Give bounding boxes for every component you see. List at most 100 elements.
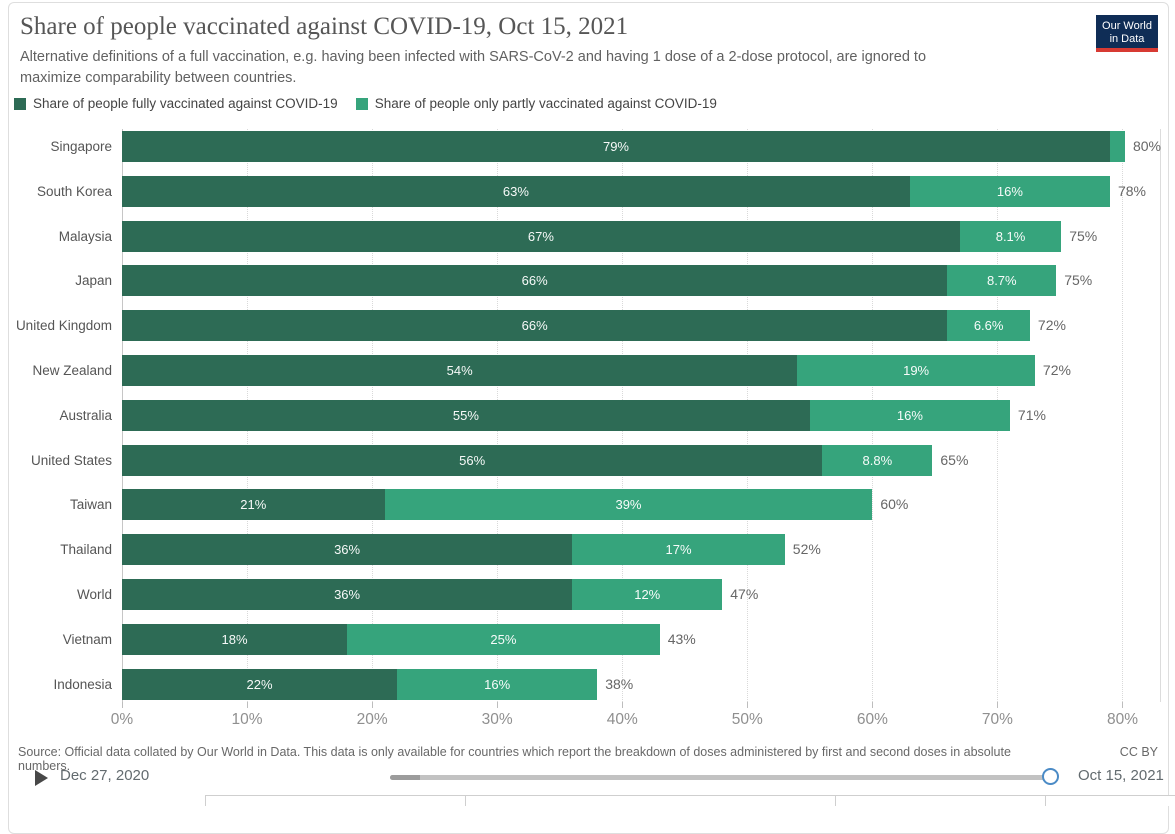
total-value-label: 75% <box>1069 227 1098 244</box>
segment-value-label: 19% <box>903 363 930 378</box>
bar-segment-fully[interactable]: 36% <box>122 534 573 566</box>
country-label[interactable]: Malaysia <box>58 228 112 244</box>
owid-logo[interactable]: Our World in Data <box>1096 15 1158 52</box>
bar-segment-partly[interactable]: 17% <box>572 534 785 566</box>
legend-item-partly-vaccinated[interactable]: Share of people only partly vaccinated a… <box>355 96 717 111</box>
bar-segment-partly[interactable]: 16% <box>397 668 598 700</box>
timeline-slider-track[interactable] <box>390 775 1048 780</box>
bar-segment-fully[interactable]: 79% <box>122 131 1110 162</box>
country-label[interactable]: Taiwan <box>69 497 112 513</box>
bar-row[interactable]: Australia 55% 16% 71% <box>59 399 1046 431</box>
segment-value-label: 8.1% <box>995 228 1026 244</box>
bar-segment-fully[interactable]: 18% <box>122 623 348 655</box>
bar-row[interactable]: World 36% 12% 47% <box>77 579 759 610</box>
country-label[interactable]: New Zealand <box>32 363 112 378</box>
x-tick-mark <box>122 702 123 708</box>
owid-logo-line2: in Data <box>1109 33 1145 45</box>
x-tick-label: 10% <box>231 711 263 728</box>
bar-segment-fully[interactable]: 66% <box>122 265 948 297</box>
x-tick-mark <box>247 702 249 708</box>
segment-value-label: 36% <box>334 587 361 602</box>
country-label[interactable]: Japan <box>75 273 112 289</box>
play-icon[interactable] <box>35 770 48 786</box>
bar-segment-fully[interactable]: 54% <box>122 355 798 386</box>
owid-logo-line1: Our World <box>1102 20 1152 32</box>
bar-segment-partly[interactable]: 19% <box>797 355 1035 386</box>
country-label[interactable]: Vietnam <box>62 631 112 647</box>
country-label[interactable]: United States <box>30 452 112 468</box>
segment-value-label: 66% <box>521 273 548 289</box>
timeline-slider-handle[interactable] <box>1042 768 1059 785</box>
bar-row[interactable]: United States 56% 8.8% 65% <box>31 444 968 476</box>
table-cell <box>1045 796 1175 806</box>
segment-value-label: 79% <box>602 139 629 154</box>
total-value-label: 38% <box>605 675 634 692</box>
country-label[interactable]: Singapore <box>50 139 112 154</box>
country-label[interactable]: Australia <box>59 407 112 423</box>
segment-value-label: 16% <box>484 676 511 692</box>
bar-segment-partly[interactable]: 8.7% <box>947 265 1057 297</box>
bar-segment-fully[interactable]: 56% <box>122 444 823 476</box>
bar-segment-partly[interactable]: 16% <box>809 399 1010 431</box>
country-label[interactable]: Thailand <box>60 542 112 558</box>
total-value-label: 60% <box>880 496 909 513</box>
segment-value-label: 66% <box>521 318 548 334</box>
bar-row[interactable]: Japan 66% 8.7% 75% <box>75 265 1092 297</box>
segment-value-label: 55% <box>452 407 479 423</box>
segment-value-label: 25% <box>490 631 517 647</box>
legend-label: Share of people fully vaccinated against… <box>33 96 338 111</box>
bar-row[interactable]: United Kingdom 66% 6.6% 72% <box>16 310 1066 342</box>
x-tick-label: 20% <box>356 711 388 728</box>
segment-value-label: 8.7% <box>986 273 1017 289</box>
bar-segment-fully[interactable]: 67% <box>122 220 960 252</box>
bar-row[interactable]: South Korea 63% 16% 78% <box>37 175 1146 207</box>
bar-row[interactable]: Thailand 36% 17% 52% <box>60 534 821 566</box>
bar-segment-fully[interactable]: 63% <box>122 175 910 207</box>
country-label[interactable]: United Kingdom <box>15 318 112 334</box>
bar-segment-partly[interactable]: 39% <box>384 489 873 521</box>
bar-segment-fully[interactable]: 21% <box>122 489 385 521</box>
country-label[interactable]: South Korea <box>36 183 112 199</box>
segment-value-label: 22% <box>246 676 273 692</box>
table-cell <box>835 796 1045 806</box>
bar-row[interactable]: Vietnam 18% 25% 43% <box>63 623 696 655</box>
timeline: Dec 27, 2020 Oct 15, 2021 <box>0 763 1175 793</box>
gridline <box>1122 129 1124 702</box>
owid-logo-accent-bar <box>1096 48 1158 52</box>
x-tick-label: 60% <box>856 711 888 728</box>
bar-row[interactable]: Indonesia 22% 16% 38% <box>53 668 634 700</box>
bar-segment-partly[interactable]: 12% <box>572 579 723 610</box>
license-link[interactable]: CC BY <box>1119 745 1158 759</box>
segment-value-label: 67% <box>527 228 554 244</box>
segment-value-label: 63% <box>502 183 529 199</box>
bar-row[interactable]: New Zealand 54% 19% 72% <box>32 355 1071 386</box>
bar-segment-fully[interactable]: 66% <box>122 310 948 342</box>
bar-row[interactable]: Taiwan 21% 39% 60% <box>70 489 909 521</box>
bar-segment-fully[interactable]: 36% <box>122 579 573 610</box>
legend-swatch-fully-icon <box>14 97 26 110</box>
bar-segment-fully[interactable]: 55% <box>122 399 810 431</box>
segment-value-label: 16% <box>896 407 923 423</box>
segment-value-label: 6.6% <box>973 318 1004 334</box>
bar-segment-partly[interactable]: 8.1% <box>959 220 1062 252</box>
bar-segment-partly[interactable]: 16% <box>909 175 1110 207</box>
plot-area: 0% 10% 20% 30% 40% 50% 60% 70% 80% Singapore 79% 80… <box>16 129 1161 728</box>
chart-subtitle: Alternative definitions of a full vaccin… <box>20 49 927 86</box>
bar-row[interactable]: Singapore 79% 80% <box>50 131 1161 162</box>
x-tick-label: 80% <box>1106 711 1138 728</box>
bar-segment-partly[interactable]: 6.6% <box>947 310 1030 342</box>
timeline-start-date: Dec 27, 2020 <box>60 767 150 784</box>
country-label[interactable]: World <box>76 587 112 602</box>
bar-segment-partly[interactable] <box>1109 131 1125 162</box>
segment-value-label: 17% <box>665 542 692 558</box>
total-value-label: 47% <box>730 586 759 602</box>
bar-segment-fully[interactable]: 22% <box>122 668 398 700</box>
segment-value-label: 12% <box>634 587 661 602</box>
total-value-label: 72% <box>1037 317 1066 334</box>
bar-segment-partly[interactable]: 25% <box>347 623 660 655</box>
legend-item-fully-vaccinated[interactable]: Share of people fully vaccinated against… <box>14 96 338 111</box>
legend-swatch-partly-icon <box>355 97 368 110</box>
bar-row[interactable]: Malaysia 67% 8.1% 75% <box>59 220 1098 252</box>
bar-segment-partly[interactable]: 8.8% <box>822 444 933 476</box>
country-label[interactable]: Indonesia <box>53 676 112 692</box>
